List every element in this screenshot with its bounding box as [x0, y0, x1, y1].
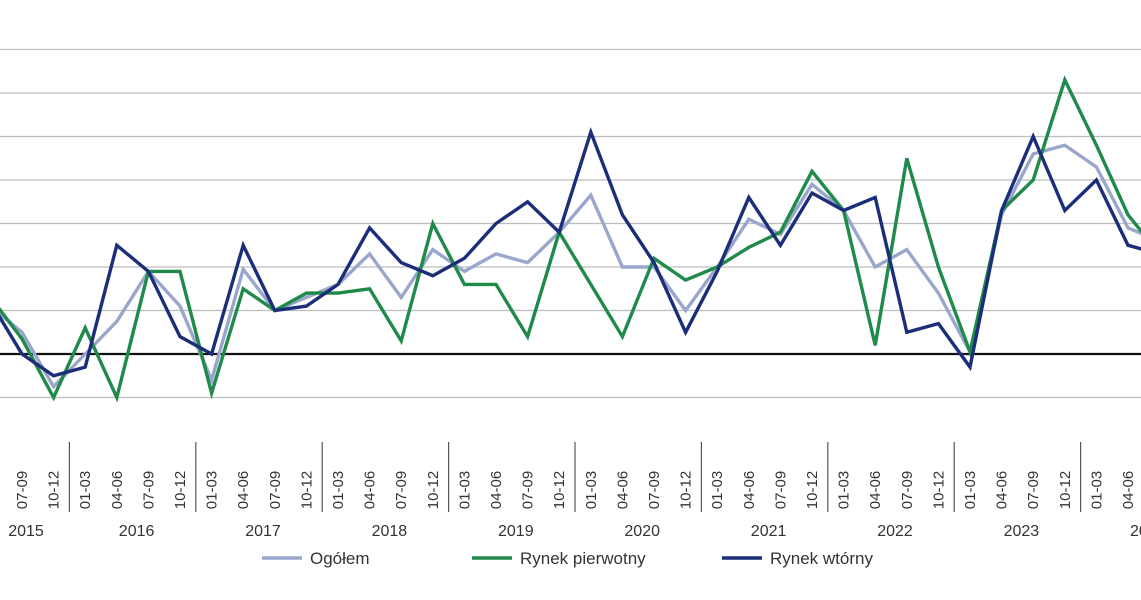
x-tick-label: 07-09: [899, 471, 916, 509]
x-tick-label: 10-12: [298, 471, 315, 509]
year-label: 2022: [877, 523, 913, 540]
x-tick-label: 04-06: [614, 471, 631, 509]
x-tick-label: 07-09: [140, 471, 157, 509]
legend-label: Rynek wtórny: [770, 549, 873, 568]
x-tick-label: 04-06: [867, 471, 884, 509]
year-label: 2018: [372, 523, 408, 540]
x-tick-label: 04-06: [994, 471, 1011, 509]
x-tick-label: 07-09: [393, 471, 410, 509]
series-layer: [0, 75, 1141, 403]
year-label: 2016: [119, 523, 155, 540]
x-tick-label: 10-12: [551, 471, 568, 509]
x-tick-label: 10-12: [172, 471, 189, 509]
x-tick-label: 04-06: [1120, 471, 1137, 509]
x-tick-label: 01-03: [77, 471, 94, 509]
x-tick-label: 04-06: [362, 471, 379, 509]
year-label: 2015: [8, 523, 44, 540]
series-line-2: [0, 75, 1141, 403]
x-tick-label: 10-12: [804, 471, 821, 509]
x-tick-label: 10-12: [930, 471, 947, 509]
x-tick-label: 01-03: [836, 471, 853, 509]
x-tick-label: 07-09: [1025, 471, 1042, 509]
year-label: 2017: [245, 523, 281, 540]
legend-label: Rynek pierwotny: [520, 549, 646, 568]
x-tick-label: 07-09: [772, 471, 789, 509]
x-tick-label: 01-03: [204, 471, 221, 509]
x-tick-label: 07-09: [646, 471, 663, 509]
x-tick-label: 10-12: [678, 471, 695, 509]
legend-label: Ogółem: [310, 549, 370, 568]
x-axis: 04-06 07-09 10-12 01-03 04-06 07-09 10-12 01-03…: [8, 442, 1141, 540]
x-tick-label: 01-03: [962, 471, 979, 509]
x-tick-label: 04-06: [741, 471, 758, 509]
year-label: 2019: [498, 523, 534, 540]
x-tick-label: 07-09: [267, 471, 284, 509]
year-label: 2021: [751, 523, 787, 540]
x-tick-label: 01-03: [330, 471, 347, 509]
x-tick-label: 04-06: [235, 471, 252, 509]
x-tick-label: 04-06: [109, 471, 126, 509]
x-tick-label: 04-06: [488, 471, 505, 509]
x-tick-label: 07-09: [14, 471, 31, 509]
year-label: 2024: [1130, 523, 1141, 540]
x-tick-label: 01-03: [1088, 471, 1105, 509]
x-tick-label: 07-09: [520, 471, 537, 509]
year-label: 2023: [1004, 523, 1040, 540]
x-tick-label: 10-12: [1057, 471, 1074, 509]
x-tick-label: 01-03: [456, 471, 473, 509]
x-tick-label: 01-03: [583, 471, 600, 509]
legend: Ogółem Rynek pierwotny Rynek wtórny: [262, 549, 873, 568]
x-tick-label: 10-12: [46, 471, 63, 509]
series-line-3: [0, 127, 1141, 378]
year-label: 2020: [624, 523, 660, 540]
x-tick-label: 01-03: [709, 471, 726, 509]
x-tick-label: 10-12: [425, 471, 442, 509]
